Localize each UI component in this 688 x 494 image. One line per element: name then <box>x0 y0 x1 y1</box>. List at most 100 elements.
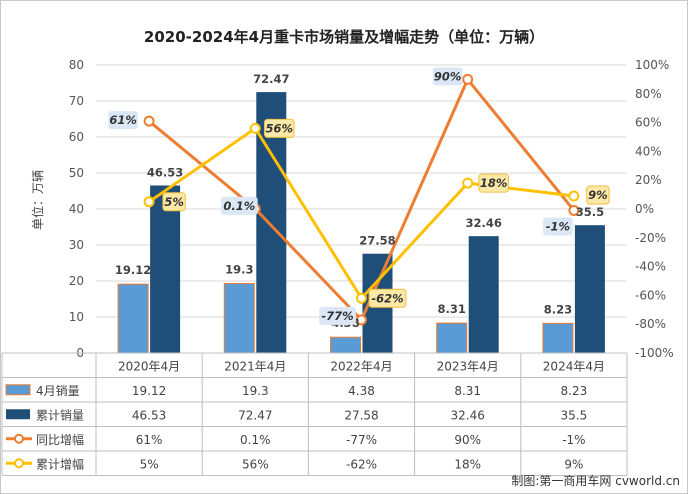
table-cell: 8.23 <box>561 384 588 398</box>
data-label-box <box>319 306 356 325</box>
point-yoy-growth <box>462 73 474 85</box>
table-cell: 0.1% <box>240 433 271 447</box>
y2-tick-label: 20% <box>635 173 662 187</box>
data-label-box <box>108 111 138 130</box>
y-axis-label: 单位：万辆 <box>30 170 45 230</box>
legend-key <box>5 384 31 396</box>
data-label-cumulative-growth: 56% <box>266 121 294 135</box>
table-cell: 56% <box>242 457 269 471</box>
point-cumulative-growth <box>462 177 474 189</box>
y2-tick-label: 40% <box>635 144 662 158</box>
bar-cumulative-sales <box>468 236 499 353</box>
point-cumulative-growth <box>356 292 367 304</box>
y2-tick-label: 80% <box>635 87 662 101</box>
table-cell: 90% <box>454 433 481 447</box>
data-label-box <box>220 196 258 215</box>
y-tick-label: 30 <box>69 238 84 252</box>
point-yoy-growth <box>568 204 580 216</box>
table-cell: 72.47 <box>238 408 272 422</box>
y-tick-label: 20 <box>69 274 84 288</box>
table-cell: 32.46 <box>451 408 485 422</box>
legend-key <box>14 458 24 469</box>
y2-tick-label: 60% <box>635 116 662 130</box>
table-cell: -1% <box>562 433 585 447</box>
y2-tick-label: 0% <box>635 202 654 216</box>
data-label-box <box>264 118 295 138</box>
data-label-monthly-sales: 19.12 <box>115 263 151 277</box>
table-cell: -77% <box>346 433 377 447</box>
data-label-cumulative-growth: 18% <box>480 176 508 190</box>
y2-tick-label: 100% <box>635 58 669 72</box>
data-label-box <box>368 288 407 308</box>
legend-label: 同比增幅 <box>36 432 84 447</box>
point-cumulative-growth <box>249 122 261 134</box>
data-label-cumulative-growth: -62% <box>371 291 403 305</box>
point-cumulative-growth <box>568 190 580 202</box>
bar-monthly-sales <box>330 336 361 354</box>
line-cumulative-growth <box>148 126 575 300</box>
x-tick-label: 2021年4月 <box>224 359 286 373</box>
y-tick-label: 50 <box>69 166 84 180</box>
y-tick-label: 60 <box>69 130 84 144</box>
legend-key <box>6 409 30 420</box>
bar-monthly-sales <box>436 322 468 354</box>
table-cell: -62% <box>346 457 377 471</box>
bar-monthly-sales <box>542 322 574 354</box>
data-label-box <box>162 192 186 212</box>
y2-tick-label: -60% <box>635 288 666 302</box>
data-label-box <box>586 185 610 205</box>
table-cell: 61% <box>136 433 163 447</box>
data-label-box <box>543 217 573 236</box>
y2-tick-label: -100% <box>635 346 674 360</box>
data-label-yoy-growth: 0.1% <box>223 199 255 213</box>
point-yoy-growth <box>143 115 155 127</box>
y-tick-label: 80 <box>69 58 84 72</box>
table-cell: 8.31 <box>454 384 481 398</box>
legend-label: 累计销量 <box>36 408 84 422</box>
x-tick-label: 2023年4月 <box>437 359 499 373</box>
point-cumulative-growth <box>143 196 155 208</box>
x-tick-label: 2024年4月 <box>543 359 605 373</box>
table-cell: 35.5 <box>561 408 588 422</box>
table-cell: 27.58 <box>344 408 378 422</box>
data-label-cumulative-sales: 35.5 <box>576 205 604 219</box>
data-label-yoy-growth: 61% <box>109 113 137 127</box>
table-cell: 9% <box>564 457 583 471</box>
data-label-cumulative-sales: 46.53 <box>147 165 183 179</box>
y-tick-label: 40 <box>69 202 84 216</box>
data-label-cumulative-sales: 27.58 <box>359 234 395 248</box>
x-tick-label: 2022年4月 <box>330 359 392 373</box>
bar-cumulative-sales <box>150 185 181 353</box>
data-label-yoy-growth: -77% <box>321 309 353 323</box>
legend-label: 累计增幅 <box>36 456 84 471</box>
y-tick-label: 10 <box>69 310 84 324</box>
data-label-cumulative-sales: 72.47 <box>253 72 289 86</box>
data-label-monthly-sales: 8.31 <box>438 302 466 316</box>
chart-title: 2020-2024年4月重卡市场销量及增幅走势（单位：万辆） <box>144 28 544 46</box>
data-label-yoy-growth: -1% <box>546 219 570 233</box>
table-cell: 19.12 <box>132 384 166 398</box>
legend-label: 4月销量 <box>36 384 80 398</box>
data-label-box <box>478 173 509 193</box>
data-label-monthly-sales: 8.23 <box>544 302 572 316</box>
data-label-yoy-growth: 90% <box>434 69 462 83</box>
table-cell: 5% <box>140 457 159 471</box>
legend-key <box>14 433 24 444</box>
table-cell: 46.53 <box>132 408 166 422</box>
table-cell: 19.3 <box>242 384 269 398</box>
data-label-cumulative-sales: 32.46 <box>466 216 502 230</box>
x-tick-label: 2020年4月 <box>118 359 180 373</box>
credit-text: 制图:第一商用车网 cvworld.cn <box>511 473 680 488</box>
data-label-cumulative-growth: 9% <box>588 188 608 202</box>
table-cell: 4.38 <box>348 384 375 398</box>
bar-cumulative-sales <box>574 225 605 353</box>
table-cell: 18% <box>454 457 481 471</box>
data-label-box <box>432 67 463 86</box>
point-yoy-growth <box>356 314 367 326</box>
bar-monthly-sales <box>117 283 149 354</box>
y2-tick-label: -20% <box>635 231 666 245</box>
y-tick-label: 70 <box>69 94 84 108</box>
data-label-monthly-sales: 19.3 <box>225 263 253 277</box>
y2-tick-label: -80% <box>635 317 666 331</box>
